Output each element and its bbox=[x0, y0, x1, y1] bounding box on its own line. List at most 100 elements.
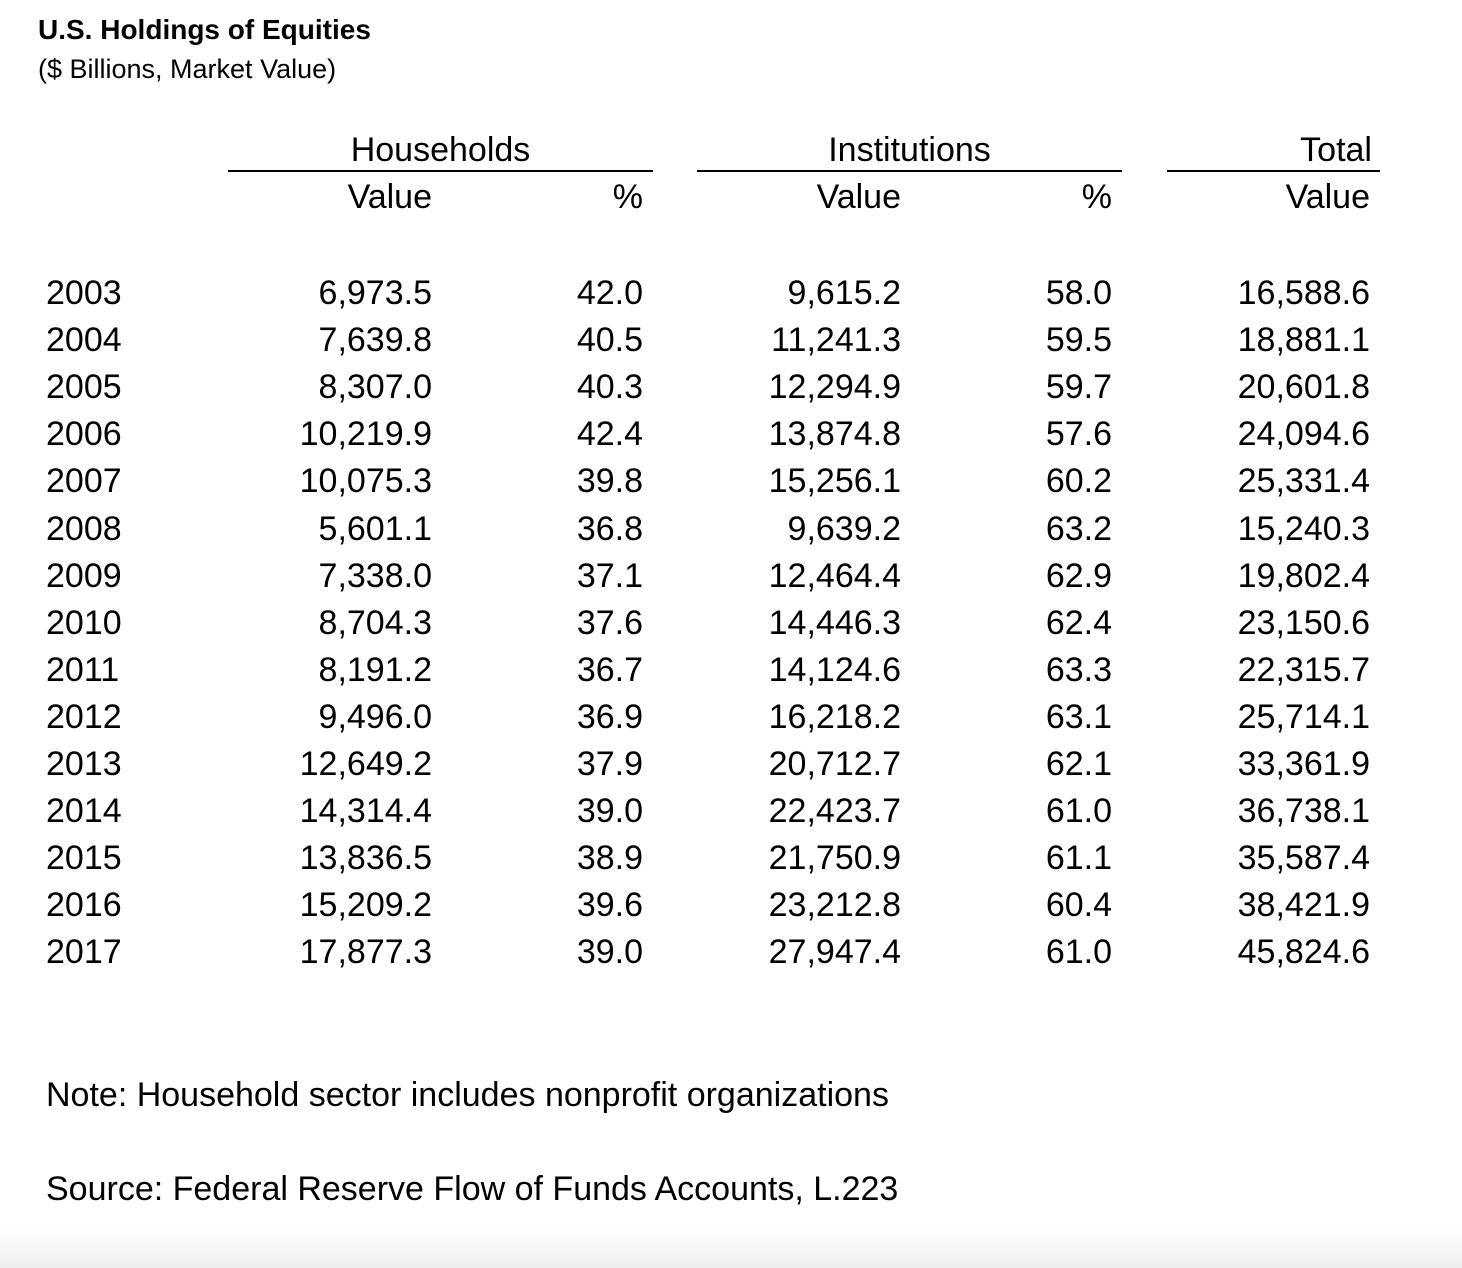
cell-total-value: 38,421.9 bbox=[1237, 886, 1370, 924]
cell-year: 2012 bbox=[46, 698, 122, 736]
cell-households-value: 13,836.5 bbox=[299, 839, 432, 877]
col-header-institutions-pct: % bbox=[1081, 178, 1112, 216]
cell-households-value: 9,496.0 bbox=[318, 698, 432, 736]
cell-households-pct: 40.3 bbox=[576, 368, 643, 406]
cell-institutions-pct: 58.0 bbox=[1045, 274, 1112, 312]
cell-total-value: 22,315.7 bbox=[1237, 651, 1370, 689]
cell-households-pct: 37.6 bbox=[576, 604, 643, 642]
cell-institutions-value: 12,294.9 bbox=[768, 368, 901, 406]
cell-year: 2006 bbox=[46, 415, 122, 453]
cell-total-value: 45,824.6 bbox=[1237, 933, 1370, 971]
cell-total-value: 36,738.1 bbox=[1237, 792, 1370, 830]
cell-institutions-value: 23,212.8 bbox=[768, 886, 901, 924]
cell-households-value: 5,601.1 bbox=[318, 510, 432, 548]
cell-institutions-value: 9,615.2 bbox=[787, 274, 901, 312]
bottom-shadow bbox=[0, 1228, 1462, 1268]
cell-households-pct: 42.0 bbox=[576, 274, 643, 312]
cell-institutions-pct: 61.0 bbox=[1045, 933, 1112, 971]
col-header-institutions-value: Value bbox=[816, 178, 901, 216]
cell-households-pct: 39.0 bbox=[576, 933, 643, 971]
cell-households-value: 6,973.5 bbox=[318, 274, 432, 312]
cell-institutions-pct: 62.4 bbox=[1045, 604, 1112, 642]
cell-institutions-value: 20,712.7 bbox=[768, 745, 901, 783]
cell-year: 2017 bbox=[46, 933, 122, 971]
cell-households-pct: 36.9 bbox=[576, 698, 643, 736]
cell-total-value: 15,240.3 bbox=[1237, 510, 1370, 548]
cell-institutions-pct: 62.1 bbox=[1045, 745, 1112, 783]
cell-households-value: 8,191.2 bbox=[318, 651, 432, 689]
cell-year: 2016 bbox=[46, 886, 122, 924]
cell-households-value: 8,704.3 bbox=[318, 604, 432, 642]
cell-institutions-value: 14,446.3 bbox=[768, 604, 901, 642]
cell-households-value: 15,209.2 bbox=[299, 886, 432, 924]
cell-households-value: 10,219.9 bbox=[299, 415, 432, 453]
cell-institutions-value: 14,124.6 bbox=[768, 651, 901, 689]
cell-institutions-pct: 61.1 bbox=[1045, 839, 1112, 877]
cell-households-value: 14,314.4 bbox=[299, 792, 432, 830]
cell-households-value: 8,307.0 bbox=[318, 368, 432, 406]
cell-total-value: 20,601.8 bbox=[1237, 368, 1370, 406]
cell-households-value: 7,639.8 bbox=[318, 321, 432, 359]
group-header-households: Households bbox=[228, 130, 653, 172]
group-header-institutions: Institutions bbox=[697, 130, 1122, 172]
cell-total-value: 16,588.6 bbox=[1237, 274, 1370, 312]
cell-year: 2003 bbox=[46, 274, 122, 312]
cell-households-pct: 39.6 bbox=[576, 886, 643, 924]
cell-institutions-value: 11,241.3 bbox=[771, 321, 901, 359]
source-citation: Source: Federal Reserve Flow of Funds Ac… bbox=[46, 1170, 899, 1208]
cell-total-value: 19,802.4 bbox=[1237, 557, 1370, 595]
cell-institutions-pct: 62.9 bbox=[1045, 557, 1112, 595]
cell-year: 2009 bbox=[46, 557, 122, 595]
cell-institutions-value: 12,464.4 bbox=[768, 557, 901, 595]
cell-total-value: 24,094.6 bbox=[1237, 415, 1370, 453]
cell-year: 2004 bbox=[46, 321, 122, 359]
page-title: U.S. Holdings of Equities bbox=[38, 14, 371, 45]
col-header-households-pct: % bbox=[612, 178, 643, 216]
cell-households-value: 17,877.3 bbox=[299, 933, 432, 971]
cell-households-pct: 39.8 bbox=[576, 462, 643, 500]
cell-households-value: 12,649.2 bbox=[299, 745, 432, 783]
cell-year: 2008 bbox=[46, 510, 122, 548]
cell-households-pct: 36.8 bbox=[576, 510, 643, 548]
col-header-total-value: Value bbox=[1285, 178, 1370, 216]
cell-households-pct: 36.7 bbox=[576, 651, 643, 689]
cell-year: 2013 bbox=[46, 745, 122, 783]
cell-institutions-pct: 63.1 bbox=[1045, 698, 1112, 736]
cell-households-value: 7,338.0 bbox=[318, 557, 432, 595]
cell-institutions-pct: 60.2 bbox=[1045, 462, 1112, 500]
cell-total-value: 33,361.9 bbox=[1237, 745, 1370, 783]
cell-institutions-value: 13,874.8 bbox=[768, 415, 901, 453]
cell-total-value: 25,331.4 bbox=[1237, 462, 1370, 500]
cell-households-value: 10,075.3 bbox=[299, 462, 432, 500]
cell-institutions-pct: 60.4 bbox=[1045, 886, 1112, 924]
cell-year: 2007 bbox=[46, 462, 122, 500]
cell-institutions-value: 22,423.7 bbox=[768, 792, 901, 830]
cell-total-value: 25,714.1 bbox=[1237, 698, 1370, 736]
cell-year: 2014 bbox=[46, 792, 122, 830]
col-header-households-value: Value bbox=[347, 178, 432, 216]
cell-year: 2015 bbox=[46, 839, 122, 877]
cell-institutions-pct: 63.2 bbox=[1045, 510, 1112, 548]
cell-institutions-value: 21,750.9 bbox=[768, 839, 901, 877]
cell-institutions-value: 27,947.4 bbox=[768, 933, 901, 971]
cell-households-pct: 37.1 bbox=[576, 557, 643, 595]
cell-institutions-value: 16,218.2 bbox=[768, 698, 901, 736]
cell-year: 2010 bbox=[46, 604, 122, 642]
cell-year: 2005 bbox=[46, 368, 122, 406]
footnote: Note: Household sector includes nonprofi… bbox=[46, 1076, 889, 1114]
cell-institutions-pct: 63.3 bbox=[1045, 651, 1112, 689]
cell-total-value: 18,881.1 bbox=[1237, 321, 1370, 359]
cell-institutions-pct: 61.0 bbox=[1045, 792, 1112, 830]
cell-households-pct: 42.4 bbox=[576, 415, 643, 453]
cell-households-pct: 38.9 bbox=[576, 839, 643, 877]
cell-institutions-value: 9,639.2 bbox=[787, 510, 901, 548]
cell-institutions-pct: 57.6 bbox=[1045, 415, 1112, 453]
cell-households-pct: 39.0 bbox=[576, 792, 643, 830]
cell-total-value: 35,587.4 bbox=[1237, 839, 1370, 877]
cell-institutions-pct: 59.5 bbox=[1045, 321, 1112, 359]
cell-institutions-pct: 59.7 bbox=[1045, 368, 1112, 406]
page-subtitle: ($ Billions, Market Value) bbox=[38, 54, 337, 84]
group-header-total: Total bbox=[1167, 130, 1380, 172]
cell-households-pct: 37.9 bbox=[576, 745, 643, 783]
cell-year: 2011 bbox=[46, 651, 120, 689]
